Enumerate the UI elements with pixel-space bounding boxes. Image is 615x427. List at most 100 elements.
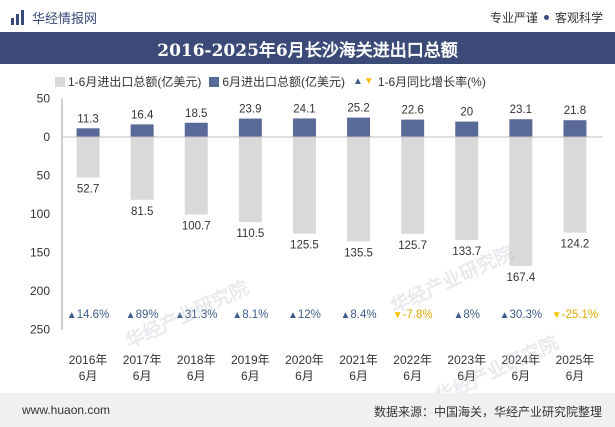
growth-label: ▲31.3% <box>175 309 218 321</box>
triangle-up-icon: ▲ <box>500 310 510 321</box>
growth-label: ▲8% <box>453 309 480 321</box>
cumulative-value-label: 135.5 <box>344 247 373 259</box>
y-tick-label: 200 <box>30 284 50 298</box>
cumulative-value-label: 133.7 <box>452 246 481 258</box>
growth-label: ▲30.3% <box>500 309 543 321</box>
monthly-value-label: 24.1 <box>293 103 315 115</box>
y-tick-label: 150 <box>30 246 50 260</box>
x-tick-label-month: 6月 <box>512 369 531 383</box>
growth-value: 31.3% <box>185 309 218 321</box>
x-tick-label-year: 2025年 <box>556 353 595 367</box>
legend-label-growth: 1-6月同比增长率(%) <box>377 75 486 89</box>
triangle-down-icon: ▼ <box>552 310 562 321</box>
monthly-bar <box>401 119 425 137</box>
triangle-up-icon: ▲ <box>340 310 350 321</box>
legend-item-monthly: 6月进出口总额(亿美元) <box>209 73 345 90</box>
cumulative-bar <box>509 137 533 266</box>
growth-value: 89% <box>136 309 159 321</box>
slogan: 专业严谨 客观科学 <box>490 9 603 26</box>
monthly-value-label: 20 <box>460 107 473 119</box>
x-tick-label-year: 2022年 <box>393 353 432 367</box>
monthly-value-label: 22.6 <box>401 105 423 117</box>
cumulative-bar <box>401 137 425 234</box>
monthly-bar <box>563 120 587 137</box>
slogan-part-2: 客观科学 <box>554 11 603 25</box>
monthly-value-label: 21.8 <box>564 105 586 117</box>
monthly-bar <box>455 121 479 137</box>
monthly-value-label: 16.4 <box>131 109 154 121</box>
footer-url[interactable]: www.huaon.com <box>22 403 111 417</box>
cumulative-bar <box>455 137 479 240</box>
x-tick-label-year: 2019年 <box>231 353 270 367</box>
growth-label: ▲8.4% <box>340 309 376 321</box>
monthly-bar <box>76 128 100 137</box>
x-tick-label-month: 6月 <box>566 369 585 383</box>
title-bar: 2016-2025年6月长沙海关进出口总额 <box>0 32 615 64</box>
triangle-up-icon: ▲ <box>353 76 363 87</box>
brand-name: 华经情报网 <box>32 11 98 26</box>
y-tick-label: 0 <box>43 130 50 144</box>
growth-value: 12% <box>298 309 321 321</box>
cumulative-value-label: 124.2 <box>561 239 590 251</box>
cumulative-bar <box>238 137 262 223</box>
y-tick-label: 50 <box>37 169 51 183</box>
x-tick-label-month: 6月 <box>349 369 368 383</box>
cumulative-value-label: 52.7 <box>77 184 99 196</box>
growth-label: ▲8.1% <box>232 309 268 321</box>
x-tick-label-year: 2018年 <box>177 353 216 367</box>
cumulative-bar <box>292 137 316 234</box>
legend-swatch-monthly <box>209 76 220 87</box>
growth-value: 8% <box>463 309 480 321</box>
x-tick-label-year: 2016年 <box>69 353 108 367</box>
cumulative-bar <box>76 137 100 178</box>
triangle-up-icon: ▲ <box>175 310 185 321</box>
triangle-up-icon: ▲ <box>126 310 136 321</box>
monthly-value-label: 25.2 <box>347 103 369 115</box>
y-tick-label: 50 <box>37 92 51 106</box>
growth-label: ▲12% <box>288 309 321 321</box>
monthly-bar <box>130 124 154 137</box>
legend-item-cumulative: 1-6月进出口总额(亿美元) <box>55 73 201 90</box>
x-tick-label-year: 2020年 <box>285 353 324 367</box>
footer: www.huaon.com 数据来源：中国海关，华经产业研究院整理 <box>0 393 615 427</box>
footer-source: 数据来源：中国海关，华经产业研究院整理 <box>373 405 602 419</box>
growth-value: 14.6% <box>77 309 110 321</box>
growth-label: ▲89% <box>126 309 159 321</box>
monthly-value-label: 11.3 <box>77 113 99 125</box>
cumulative-value-label: 81.5 <box>131 206 153 218</box>
monthly-value-label: 23.1 <box>510 104 532 116</box>
cumulative-bar <box>563 137 587 233</box>
growth-value: -25.1% <box>562 309 598 321</box>
cumulative-value-label: 125.7 <box>398 240 427 252</box>
x-tick-label-year: 2017年 <box>123 353 162 367</box>
y-tick-label: 250 <box>30 323 50 337</box>
chart-legend: 1-6月进出口总额(亿美元) 6月进出口总额(亿美元) ▲ ▼ 1-6月同比增长… <box>55 73 494 90</box>
legend-item-growth: ▲ ▼ 1-6月同比增长率(%) <box>353 73 486 90</box>
legend-label-monthly: 6月进出口总额(亿美元) <box>222 75 346 89</box>
triangle-down-icon: ▼ <box>363 76 374 87</box>
cumulative-bar <box>184 137 208 215</box>
x-tick-label-month: 6月 <box>79 369 98 383</box>
brand-logo[interactable]: 华经情报网 <box>10 8 97 27</box>
triangle-up-icon: ▲ <box>453 310 463 321</box>
cumulative-value-label: 125.5 <box>290 240 319 252</box>
top-bar: 华经情报网 专业严谨 客观科学 <box>0 0 615 32</box>
brand-logo-icon <box>11 10 24 25</box>
cumulative-value-label: 110.5 <box>236 228 264 240</box>
growth-label: ▼-25.1% <box>552 309 598 321</box>
slogan-part-1: 专业严谨 <box>489 11 538 25</box>
triangle-up-icon: ▲ <box>288 310 298 321</box>
triangle-down-icon: ▼ <box>393 310 403 321</box>
growth-value: -7.8% <box>403 309 433 321</box>
monthly-value-label: 23.9 <box>239 104 261 116</box>
slogan-dot-icon <box>543 15 549 20</box>
monthly-bar <box>292 118 316 137</box>
x-tick-label-month: 6月 <box>295 369 314 383</box>
monthly-bar <box>238 118 262 137</box>
growth-label: ▼-7.8% <box>393 309 433 321</box>
x-tick-label-month: 6月 <box>457 369 476 383</box>
x-tick-label-year: 2021年 <box>339 353 378 367</box>
cumulative-bar <box>130 137 154 200</box>
x-tick-label-month: 6月 <box>403 369 422 383</box>
x-tick-label-month: 6月 <box>133 369 152 383</box>
